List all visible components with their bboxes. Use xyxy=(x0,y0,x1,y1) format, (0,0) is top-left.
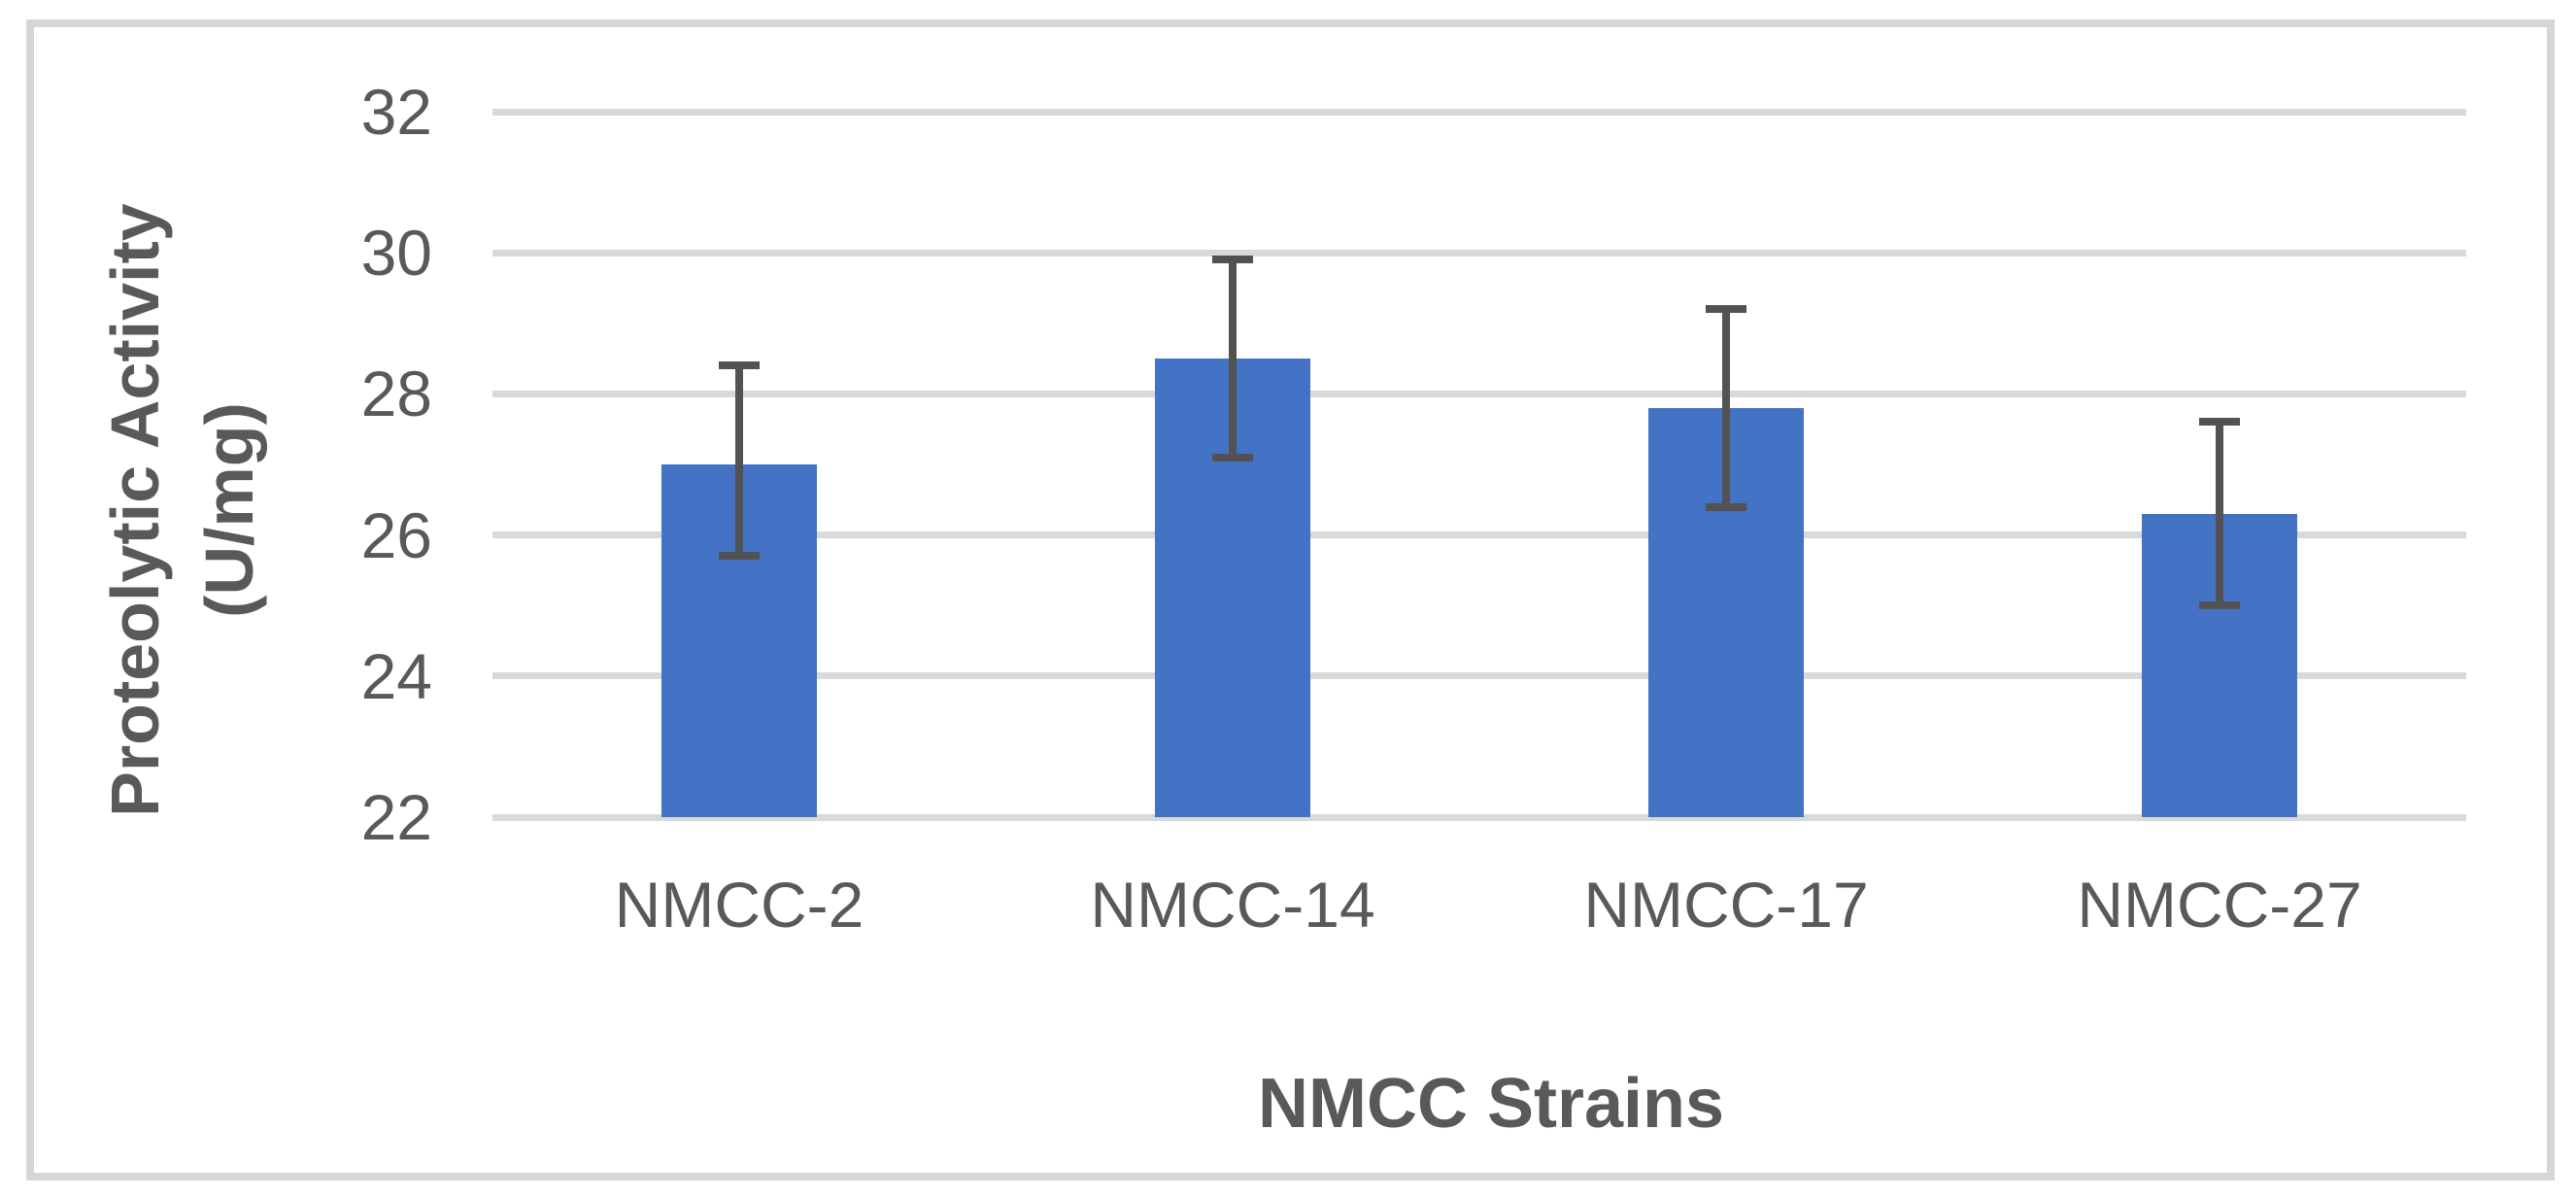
y-tick-label-26: 26 xyxy=(360,498,432,571)
gridline-y-26 xyxy=(492,531,2466,539)
error-bar-cap-bottom-NMCC-2 xyxy=(719,552,760,561)
y-axis-title: Proteolytic Activity (U/mg) xyxy=(88,24,277,996)
error-bar-stem-NMCC-27 xyxy=(2216,422,2223,606)
y-axis-title-line2: (U/mg) xyxy=(191,402,267,618)
error-bar-stem-NMCC-17 xyxy=(1722,309,1730,507)
gridline-y-28 xyxy=(492,390,2466,397)
x-category-label-NMCC-14: NMCC-14 xyxy=(1090,869,1375,941)
error-bar-stem-NMCC-14 xyxy=(1229,259,1237,458)
y-tick-label-28: 28 xyxy=(360,358,432,430)
plot-area xyxy=(492,108,2466,821)
y-axis-title-line1: Proteolytic Activity xyxy=(97,203,173,817)
error-bar-cap-bottom-NMCC-17 xyxy=(1706,502,1746,511)
error-bar-cap-top-NMCC-14 xyxy=(1212,256,1253,264)
error-bar-stem-NMCC-2 xyxy=(735,365,743,557)
error-bar-cap-top-NMCC-27 xyxy=(2199,418,2240,427)
x-category-label-NMCC-2: NMCC-2 xyxy=(614,869,864,941)
error-bar-cap-top-NMCC-2 xyxy=(719,361,760,370)
error-bar-cap-top-NMCC-17 xyxy=(1706,305,1746,314)
x-category-label-NMCC-17: NMCC-17 xyxy=(1583,869,1869,941)
error-bar-cap-bottom-NMCC-27 xyxy=(2199,601,2240,610)
y-tick-label-30: 30 xyxy=(360,217,432,290)
error-bar-cap-bottom-NMCC-14 xyxy=(1212,453,1253,462)
y-tick-label-24: 24 xyxy=(360,639,432,712)
gridline-y-30 xyxy=(492,249,2466,257)
gridline-y-24 xyxy=(492,672,2466,680)
gridline-y-22 xyxy=(492,813,2466,821)
x-axis-title: NMCC Strains xyxy=(1257,1065,1725,1143)
y-tick-label-32: 32 xyxy=(360,76,432,148)
gridline-y-32 xyxy=(492,108,2466,116)
y-tick-label-22: 22 xyxy=(360,781,432,853)
x-category-label-NMCC-27: NMCC-27 xyxy=(2077,869,2362,941)
